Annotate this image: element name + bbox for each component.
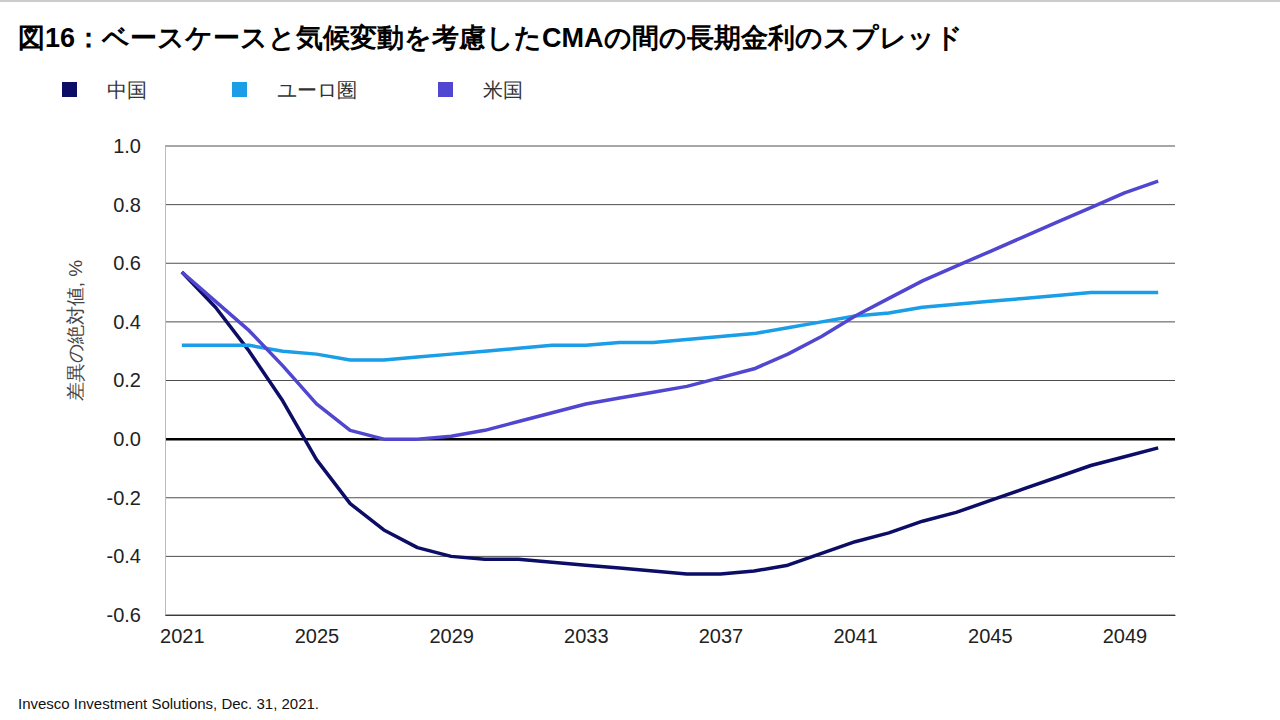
- x-tick-label: 2029: [429, 625, 474, 647]
- legend-item: 中国: [62, 79, 147, 101]
- y-tick: 0.8: [113, 194, 165, 216]
- legend-label: ユーロ圏: [277, 79, 357, 101]
- x-tick: 2041: [833, 615, 878, 647]
- x-axis-line: [166, 615, 1176, 616]
- plot-area: [182, 181, 1158, 574]
- x-tick-label: 2033: [564, 625, 609, 647]
- legend-item: 米国: [438, 79, 523, 101]
- x-tick-label: 2021: [160, 625, 205, 647]
- grid-line: [165, 556, 1175, 557]
- grid-line: [165, 615, 1175, 616]
- y-tick: -0.2: [107, 487, 165, 509]
- y-tick-label: -0.6: [107, 604, 141, 626]
- title: 図16：ベースケースと気候変動を考慮したCMAの間の長期金利のスプレッド: [18, 23, 963, 53]
- series-line: [182, 293, 1158, 360]
- legend-label: 中国: [107, 79, 147, 101]
- chart: 図16：ベースケースと気候変動を考慮したCMAの間の長期金利のスプレッド中国 ユー…: [0, 0, 1280, 720]
- y-tick-label: -0.2: [107, 487, 141, 509]
- grid-line: [165, 146, 1175, 147]
- x-tick: 2029: [429, 615, 474, 647]
- y-tick-label: 0.8: [113, 194, 141, 216]
- y-tick: 0.2: [113, 369, 165, 391]
- y-tick: -0.4: [107, 545, 165, 567]
- legend-swatch: [62, 82, 77, 97]
- y-tick: 0.4: [113, 311, 165, 333]
- grid-line: [165, 321, 1175, 322]
- grid-line: [165, 497, 1175, 498]
- x-tick-label: 2045: [968, 625, 1013, 647]
- series-line: [182, 272, 1158, 574]
- legend-swatch: [438, 82, 453, 97]
- legend: 中国 ユーロ圏 米国: [62, 79, 523, 101]
- x-tick: 2025: [295, 615, 340, 647]
- x-tick-label: 2049: [1103, 625, 1148, 647]
- grid-line: [165, 380, 1175, 381]
- y-axis: -0.6 -0.4 -0.2 0.0 0.2 0.4 0.6 0.8 1.0: [107, 135, 166, 626]
- y-tick-label: 0.2: [113, 369, 141, 391]
- legend-item: ユーロ圏: [232, 79, 357, 101]
- series-line: [182, 181, 1158, 439]
- x-tick: 2049: [1103, 615, 1148, 647]
- y-tick: 0.0: [113, 428, 165, 450]
- top-rule: [0, 1, 1280, 2]
- source-note: Invesco Investment Solutions, Dec. 31, 2…: [18, 695, 319, 712]
- x-tick: 2033: [564, 615, 609, 647]
- y-axis-title: 差異の絶対値, %: [65, 260, 86, 402]
- y-tick-label: -0.4: [107, 545, 141, 567]
- y-tick: 0.6: [113, 252, 165, 274]
- y-tick-label: 0.0: [113, 428, 141, 450]
- x-tick: 2021: [160, 615, 205, 647]
- legend-label: 米国: [483, 79, 523, 101]
- y-tick: 1.0: [113, 135, 165, 157]
- y-tick: -0.6: [107, 604, 165, 626]
- x-tick: 2037: [699, 615, 744, 647]
- zero-line: [165, 438, 1175, 441]
- x-tick-label: 2037: [699, 625, 744, 647]
- grid-line: [165, 263, 1175, 264]
- x-tick: 2045: [968, 615, 1013, 647]
- x-axis: 2021 2025 2029 2033 2037 2041 2045 2049: [160, 615, 1175, 647]
- x-tick-label: 2025: [295, 625, 340, 647]
- x-tick-label: 2041: [833, 625, 878, 647]
- grid: [165, 146, 1175, 615]
- legend-swatch: [232, 82, 247, 97]
- y-tick-label: 0.4: [113, 311, 141, 333]
- grid-line: [165, 204, 1175, 205]
- y-tick-label: 0.6: [113, 252, 141, 274]
- y-tick-label: 1.0: [113, 135, 141, 157]
- y-axis-line: [165, 147, 166, 616]
